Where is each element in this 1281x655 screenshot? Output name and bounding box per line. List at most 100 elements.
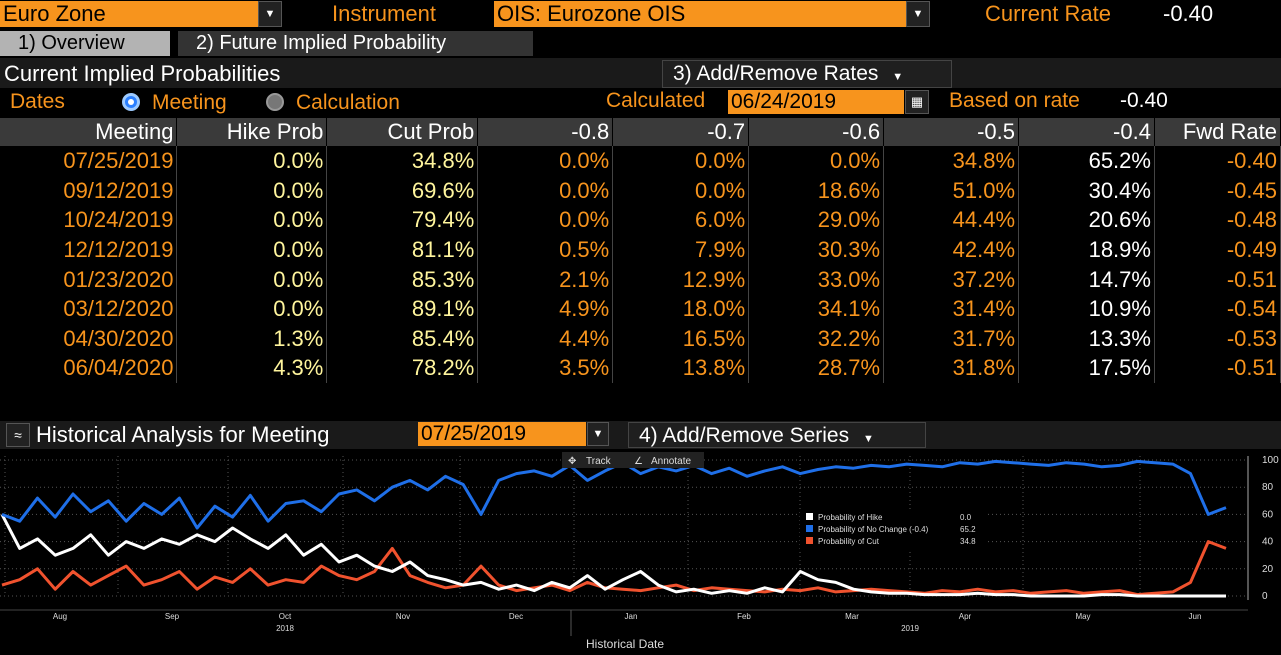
value-cell: 18.0% bbox=[612, 293, 750, 324]
table-row[interactable]: 09/12/2019 0.0% 69.6% 0.0% 0.0% 18.6% 51.0% 30.… bbox=[0, 175, 1281, 206]
region-select[interactable]: Euro Zone bbox=[0, 1, 258, 27]
meeting-date-cell: 04/30/2020 bbox=[0, 323, 178, 354]
x-tick-label: Sep bbox=[165, 612, 180, 621]
y-axis: 0 20 40 60 80 100 bbox=[1247, 455, 1279, 602]
table-row[interactable]: 12/12/2019 0.0% 81.1% 0.5% 7.9% 30.3% 42.4% 18.… bbox=[0, 234, 1281, 265]
value-cell: 85.4% bbox=[326, 323, 479, 354]
history-chart[interactable]: 0 20 40 60 80 100 Aug Sep Oct Nov Dec Jan Feb Mar Apr… bbox=[0, 450, 1281, 655]
track-button[interactable]: Track bbox=[586, 456, 612, 467]
table-row[interactable]: 04/30/2020 1.3% 85.4% 4.4% 16.5% 32.2% 31.7% 13… bbox=[0, 323, 1281, 354]
value-cell: 33.0% bbox=[748, 264, 885, 294]
value-cell: -0.54 bbox=[1154, 293, 1281, 324]
value-cell: 29.0% bbox=[748, 205, 885, 235]
value-cell: 12.9% bbox=[612, 264, 750, 294]
chevron-down-icon: ▼ bbox=[862, 433, 874, 445]
calculated-date-input[interactable]: 06/24/2019 bbox=[728, 90, 904, 114]
value-cell: 2.1% bbox=[477, 264, 614, 294]
meeting-date-cell: 12/12/2019 bbox=[0, 234, 178, 265]
history-title: Historical Analysis for Meeting bbox=[36, 422, 330, 447]
column-header[interactable]: Cut Prob bbox=[326, 118, 479, 146]
column-header[interactable]: -0.7 bbox=[612, 118, 750, 146]
add-remove-rates-button[interactable]: 3) Add/Remove Rates ▼ bbox=[662, 60, 952, 88]
meeting-radio-label: Meeting bbox=[152, 91, 227, 114]
value-cell: 0.0% bbox=[477, 205, 614, 235]
region-dropdown-button[interactable]: ▼ bbox=[258, 1, 282, 27]
history-meeting-value: 07/25/2019 bbox=[421, 422, 527, 445]
value-cell: 4.9% bbox=[477, 293, 614, 324]
table-row[interactable]: 07/25/2019 0.0% 34.8% 0.0% 0.0% 0.0% 34.8% 65.2… bbox=[0, 146, 1281, 176]
calculation-radio[interactable] bbox=[266, 93, 284, 111]
instrument-select[interactable]: OIS: Eurozone OIS bbox=[494, 1, 906, 27]
value-cell: -0.40 bbox=[1154, 146, 1281, 176]
based-on-rate-label: Based on rate bbox=[949, 89, 1080, 112]
value-cell: 32.2% bbox=[748, 323, 885, 354]
chart-toolbar: ✥ Track ∠ Annotate bbox=[562, 452, 704, 468]
column-header[interactable]: Fwd Rate bbox=[1154, 118, 1281, 146]
x-axis-title: Historical Date bbox=[586, 637, 664, 651]
column-header[interactable]: -0.6 bbox=[748, 118, 885, 146]
meeting-date-cell: 07/25/2019 bbox=[0, 146, 178, 176]
legend-box bbox=[800, 510, 985, 552]
year-label: 2018 bbox=[276, 624, 294, 633]
value-cell: 18.9% bbox=[1018, 234, 1155, 265]
chevron-down-icon: ▼ bbox=[592, 428, 604, 440]
chevron-down-icon: ▼ bbox=[264, 8, 276, 20]
value-cell: 42.4% bbox=[883, 234, 1020, 265]
chevron-down-icon: ▼ bbox=[892, 71, 904, 83]
legend-value: 0.0 bbox=[960, 513, 972, 522]
table-row[interactable]: 06/04/2020 4.3% 78.2% 3.5% 13.8% 28.7% 31.8% 17… bbox=[0, 353, 1281, 383]
value-cell: 0.0% bbox=[477, 146, 614, 176]
value-cell: 31.4% bbox=[883, 293, 1020, 324]
add-remove-series-button[interactable]: 4) Add/Remove Series ▼ bbox=[628, 422, 926, 448]
region-value: Euro Zone bbox=[3, 1, 106, 26]
table-row[interactable]: 01/23/2020 0.0% 85.3% 2.1% 12.9% 33.0% 37.2% 14… bbox=[0, 264, 1281, 294]
annotate-button[interactable]: Annotate bbox=[651, 456, 691, 467]
column-header[interactable]: -0.8 bbox=[477, 118, 614, 146]
x-tick-label: Apr bbox=[959, 612, 972, 621]
chevron-down-icon: ▼ bbox=[912, 8, 924, 20]
table-row[interactable]: 03/12/2020 0.0% 89.1% 4.9% 18.0% 34.1% 31.4% 10… bbox=[0, 293, 1281, 324]
history-meeting-dropdown[interactable]: ▼ bbox=[587, 422, 609, 446]
column-header[interactable]: -0.4 bbox=[1018, 118, 1155, 146]
value-cell: -0.51 bbox=[1154, 264, 1281, 294]
value-cell: 65.2% bbox=[1018, 146, 1155, 176]
column-header[interactable]: -0.5 bbox=[883, 118, 1020, 146]
instrument-dropdown-button[interactable]: ▼ bbox=[906, 1, 930, 27]
value-cell: -0.45 bbox=[1154, 175, 1281, 206]
value-cell: 0.0% bbox=[748, 146, 885, 176]
value-cell: 89.1% bbox=[326, 293, 479, 324]
value-cell: 13.8% bbox=[612, 353, 750, 383]
tab-future-implied-probability[interactable]: 2) Future Implied Probability bbox=[178, 31, 533, 56]
current-rate-label: Current Rate bbox=[985, 1, 1111, 26]
column-header[interactable]: Hike Prob bbox=[176, 118, 328, 146]
calendar-button[interactable]: ▦ bbox=[905, 90, 929, 114]
value-cell: 34.8% bbox=[883, 146, 1020, 176]
value-cell: 1.3% bbox=[176, 323, 328, 354]
value-cell: 78.2% bbox=[326, 353, 479, 383]
meeting-radio[interactable] bbox=[122, 93, 140, 111]
y-tick-label: 60 bbox=[1262, 509, 1274, 520]
section-bar bbox=[0, 58, 1281, 88]
value-cell: 20.6% bbox=[1018, 205, 1155, 235]
tab-overview[interactable]: 1) Overview bbox=[0, 31, 170, 56]
value-cell: 0.5% bbox=[477, 234, 614, 265]
column-header[interactable]: Meeting bbox=[0, 118, 178, 146]
value-cell: 3.5% bbox=[477, 353, 614, 383]
value-cell: 17.5% bbox=[1018, 353, 1155, 383]
value-cell: 13.3% bbox=[1018, 323, 1155, 354]
chart-legend: Probability of Hike 0.0 Probability of No … bbox=[800, 510, 985, 552]
value-cell: 28.7% bbox=[748, 353, 885, 383]
value-cell: 31.7% bbox=[883, 323, 1020, 354]
value-cell: 30.3% bbox=[748, 234, 885, 265]
legend-entry: Probability of No Change (-0.4) bbox=[818, 525, 929, 534]
annotate-icon[interactable]: ∠ bbox=[634, 456, 643, 467]
value-cell: 6.0% bbox=[612, 205, 750, 235]
collapse-button[interactable]: ≈ bbox=[6, 423, 30, 447]
dates-label: Dates bbox=[10, 90, 65, 113]
table-row[interactable]: 10/24/2019 0.0% 79.4% 0.0% 6.0% 29.0% 44.4% 20.… bbox=[0, 205, 1281, 235]
history-meeting-select[interactable]: 07/25/2019 bbox=[418, 422, 586, 446]
x-tick-label: Aug bbox=[53, 612, 67, 621]
calculation-radio-label: Calculation bbox=[296, 91, 400, 114]
track-icon[interactable]: ✥ bbox=[568, 456, 576, 467]
probability-table: Meeting Hike Prob Cut Prob -0.8 -0.7 -0.… bbox=[0, 118, 1281, 383]
